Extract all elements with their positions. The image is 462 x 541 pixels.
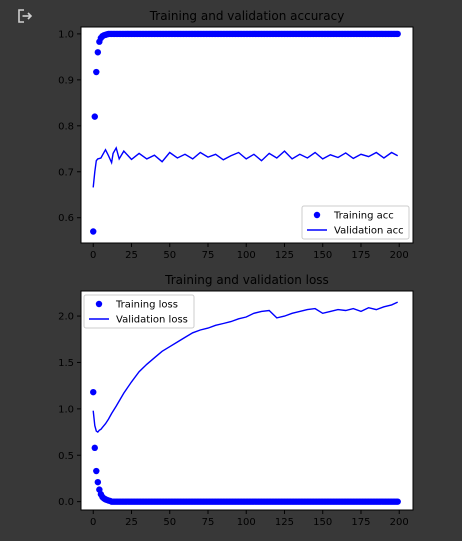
legend-box bbox=[83, 294, 195, 329]
data-point bbox=[94, 49, 102, 56]
x-tick-label: 25 bbox=[125, 517, 138, 528]
chart-title: Training and validation accuracy bbox=[149, 9, 345, 23]
series-line bbox=[92, 146, 399, 188]
data-point bbox=[90, 228, 97, 235]
data-point bbox=[93, 467, 100, 475]
legend-box bbox=[301, 205, 410, 240]
output-redirect-icon-glyph bbox=[18, 9, 33, 23]
y-tick-label: 0.9 bbox=[58, 75, 74, 86]
y-tick-label: 2.0 bbox=[58, 312, 74, 323]
x-tick-label: 0 bbox=[90, 517, 96, 528]
x-tick-label: 75 bbox=[202, 250, 215, 261]
x-tick-label: 100 bbox=[237, 517, 256, 528]
y-tick-label: 1.0 bbox=[58, 29, 74, 40]
y-tick-label: 0.6 bbox=[58, 213, 74, 224]
plot-frame bbox=[80, 290, 414, 511]
x-tick-label: 200 bbox=[390, 517, 409, 528]
x-tick-label: 175 bbox=[351, 250, 370, 261]
x-tick-label: 125 bbox=[275, 250, 294, 261]
data-point bbox=[91, 444, 98, 452]
data-point bbox=[394, 498, 401, 505]
x-tick-label: 50 bbox=[163, 250, 176, 261]
x-tick-label: 25 bbox=[125, 250, 138, 261]
y-tick-label: 1.5 bbox=[58, 358, 74, 369]
x-tick-label: 0 bbox=[90, 250, 96, 261]
legend-label: Validation acc bbox=[334, 226, 404, 237]
y-tick-label: 0.8 bbox=[58, 121, 74, 132]
legend: Training loss Validation loss bbox=[83, 294, 195, 329]
y-tick-label: 0.5 bbox=[58, 451, 74, 462]
legend-label: Validation loss bbox=[116, 315, 188, 326]
x-tick-label: 150 bbox=[313, 250, 332, 261]
x-tick-label: 200 bbox=[390, 250, 409, 261]
plot-frame bbox=[80, 26, 414, 244]
x-tick-label: 100 bbox=[237, 250, 256, 261]
y-tick-label: 1.0 bbox=[58, 404, 74, 415]
legend: Training acc Validation acc bbox=[301, 205, 410, 240]
data-point bbox=[90, 388, 97, 396]
loss-chart: Training and validation loss 0 25 50 75 100 12… bbox=[58, 273, 414, 528]
series-group bbox=[90, 30, 401, 235]
x-tick-label: 125 bbox=[275, 517, 294, 528]
y-tick-label: 0.7 bbox=[58, 167, 74, 178]
data-point bbox=[91, 113, 98, 120]
series-group bbox=[90, 301, 401, 505]
data-point bbox=[93, 68, 100, 76]
x-tick-label: 50 bbox=[163, 517, 176, 528]
data-point bbox=[94, 478, 102, 486]
y-tick-label: 0.0 bbox=[58, 497, 74, 508]
output-redirect-icon[interactable] bbox=[15, 6, 35, 26]
x-tick-label: 150 bbox=[313, 517, 332, 528]
legend-marker bbox=[95, 300, 103, 308]
x-tick-label: 175 bbox=[351, 517, 370, 528]
chart-title: Training and validation loss bbox=[164, 273, 329, 287]
legend-label: Training loss bbox=[115, 300, 178, 311]
legend-label: Training acc bbox=[333, 211, 394, 222]
legend-marker bbox=[313, 211, 321, 219]
data-point bbox=[394, 30, 401, 38]
series-line bbox=[92, 301, 398, 434]
accuracy-chart: Training and validation accuracy 0 25 50 75 1… bbox=[58, 9, 414, 261]
x-tick-label: 75 bbox=[202, 517, 215, 528]
